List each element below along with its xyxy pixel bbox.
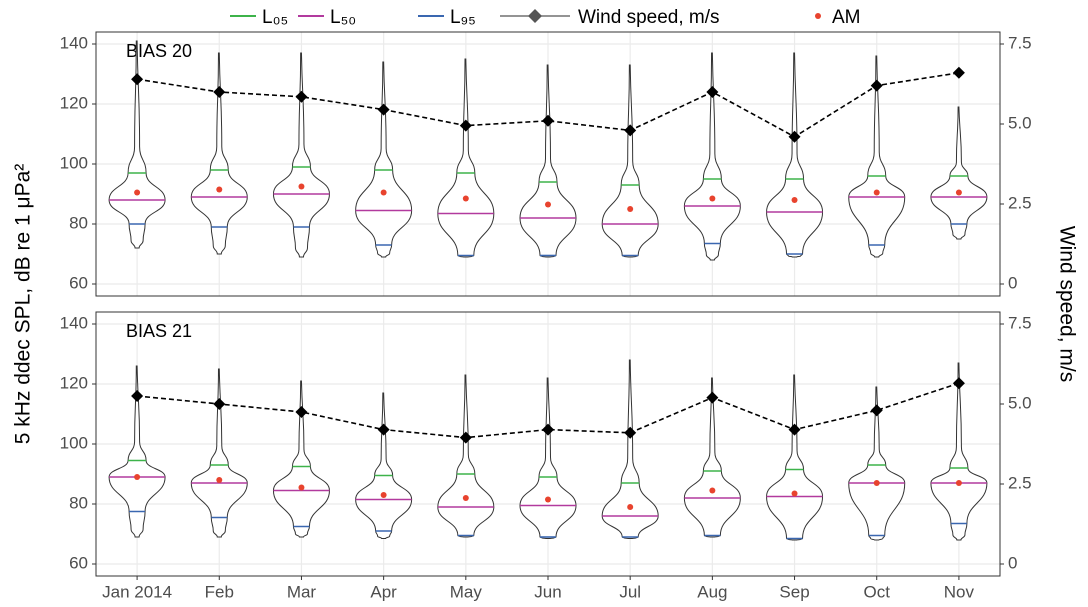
wind-marker — [542, 423, 554, 436]
wind-line — [136, 72, 960, 138]
am-dot — [216, 477, 223, 483]
am-dot — [627, 504, 634, 510]
wind-marker — [542, 114, 554, 127]
am-dot — [462, 195, 469, 202]
am-dot — [955, 189, 962, 196]
wind-marker — [624, 124, 637, 137]
wind-marker — [295, 406, 308, 418]
wind-line — [137, 382, 960, 439]
wind-marker — [870, 79, 883, 92]
x-tick-label: May — [450, 582, 483, 601]
y2-tick-label: 2.5 — [1008, 193, 1032, 212]
legend-swatch — [815, 13, 821, 19]
panel-title: BIAS 21 — [126, 321, 192, 341]
am-dot — [627, 206, 634, 212]
am-dot — [545, 201, 551, 208]
legend-label: L₀₅ — [262, 7, 288, 28]
am-dot — [791, 197, 798, 203]
y-tick-label: 60 — [69, 273, 88, 292]
y2-tick-label: 0 — [1008, 553, 1017, 572]
x-tick-label: Mar — [287, 582, 317, 601]
am-dot — [216, 186, 223, 193]
y2-tick-label: 2.5 — [1008, 473, 1032, 492]
wind-marker — [377, 103, 390, 116]
y-tick-label: 60 — [69, 553, 88, 572]
violin — [683, 52, 741, 261]
violin — [766, 52, 824, 258]
y2-tick-label: 7.5 — [1008, 313, 1032, 332]
wind-marker — [213, 398, 226, 410]
am-dot — [873, 189, 880, 196]
y-tick-label: 100 — [60, 153, 88, 172]
am-dot — [298, 183, 305, 190]
legend-label: AM — [832, 7, 861, 28]
legend-label: L₅₀ — [330, 7, 356, 28]
y-tick-label: 140 — [60, 33, 88, 52]
y2-tick-label: 7.5 — [1008, 33, 1032, 52]
y2-tick-label: 5.0 — [1008, 393, 1032, 412]
x-tick-label: Jan 2014 — [102, 582, 172, 601]
x-tick-label: Nov — [944, 582, 975, 601]
am-dot — [791, 490, 798, 497]
wind-marker — [131, 390, 144, 402]
x-tick-label: Aug — [697, 582, 727, 601]
violin — [190, 52, 248, 255]
violin — [601, 64, 659, 258]
x-tick-label: Sep — [779, 582, 809, 601]
violin — [190, 368, 248, 538]
am-dot — [462, 495, 469, 501]
wind-marker — [131, 73, 144, 86]
y2-axis-label: Wind speed, m/s — [1055, 226, 1078, 382]
wind-marker — [952, 377, 965, 390]
wind-marker — [706, 86, 719, 98]
am-dot — [380, 189, 387, 196]
y-tick-label: 100 — [60, 433, 88, 452]
legend-label: L₉₅ — [450, 7, 476, 28]
violin — [272, 52, 330, 258]
am-dot — [873, 480, 880, 486]
x-tick-label: Jun — [534, 582, 561, 601]
am-dot — [545, 496, 551, 503]
wind-marker — [295, 90, 308, 103]
wind-marker — [788, 423, 801, 436]
am-dot — [709, 195, 716, 202]
wind-marker — [952, 66, 965, 79]
legend-label: Wind speed, m/s — [578, 7, 720, 28]
y-axis-label: 5 kHz ddec SPL, dB re 1 μPa² — [12, 164, 35, 445]
wind-marker — [459, 431, 472, 444]
wind-marker — [459, 119, 472, 132]
wind-marker — [624, 426, 637, 439]
wind-marker — [706, 391, 719, 404]
am-dot — [709, 487, 716, 494]
x-tick-label: Feb — [205, 582, 234, 601]
wind-marker — [377, 423, 390, 436]
legend-swatch — [528, 9, 542, 23]
wind-marker — [788, 130, 801, 143]
violin — [108, 365, 166, 538]
x-tick-label: Jul — [619, 582, 641, 601]
panel-title: BIAS 20 — [126, 41, 192, 61]
am-dot — [380, 492, 387, 498]
am-dot — [134, 474, 141, 480]
y-tick-label: 140 — [60, 313, 88, 332]
violin — [108, 40, 166, 249]
am-dot — [955, 480, 962, 486]
y-tick-label: 120 — [60, 93, 88, 112]
wind-marker — [213, 86, 226, 98]
panel-border — [95, 31, 1001, 297]
x-tick-label: Apr — [370, 582, 397, 601]
y-tick-label: 120 — [60, 373, 88, 392]
wind-marker — [870, 404, 883, 417]
am-dot — [134, 189, 141, 196]
panel-border — [95, 311, 1001, 577]
x-tick-label: Oct — [864, 582, 891, 601]
y2-tick-label: 5.0 — [1008, 113, 1032, 132]
violin — [272, 380, 330, 538]
violin — [601, 359, 659, 539]
y-tick-label: 80 — [69, 493, 88, 512]
y-tick-label: 80 — [69, 213, 88, 232]
am-dot — [298, 484, 305, 491]
y2-tick-label: 0 — [1008, 273, 1017, 292]
